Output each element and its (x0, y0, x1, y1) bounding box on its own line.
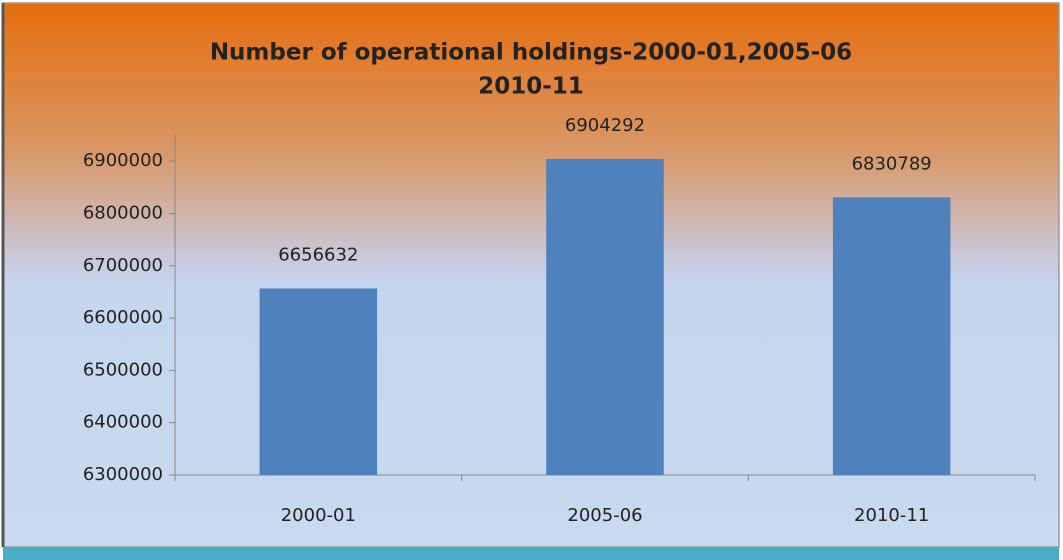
y-tick-label: 6400000 (83, 412, 163, 433)
y-tick-label: 6700000 (83, 255, 163, 276)
y-tick-label: 6900000 (83, 150, 163, 171)
bar (832, 197, 951, 476)
chart-title: Number of operational holdings-2000-01,2… (210, 40, 852, 66)
x-tick-label: 2005-06 (567, 505, 642, 526)
x-tick-label: 2010-11 (854, 505, 929, 526)
bottom-strip (3, 547, 1059, 560)
chart-title: 2010-11 (478, 74, 584, 100)
y-tick-label: 6300000 (83, 464, 163, 485)
y-tick-label: 6500000 (83, 359, 163, 380)
x-tick-label: 2000-01 (281, 505, 356, 526)
bar (546, 158, 664, 475)
data-label: 6830789 (852, 153, 932, 174)
bar (259, 288, 378, 475)
y-tick-label: 6600000 (83, 307, 163, 328)
y-tick-label: 6800000 (83, 202, 163, 223)
data-label: 6904292 (565, 115, 645, 136)
data-label: 6656632 (278, 244, 358, 265)
